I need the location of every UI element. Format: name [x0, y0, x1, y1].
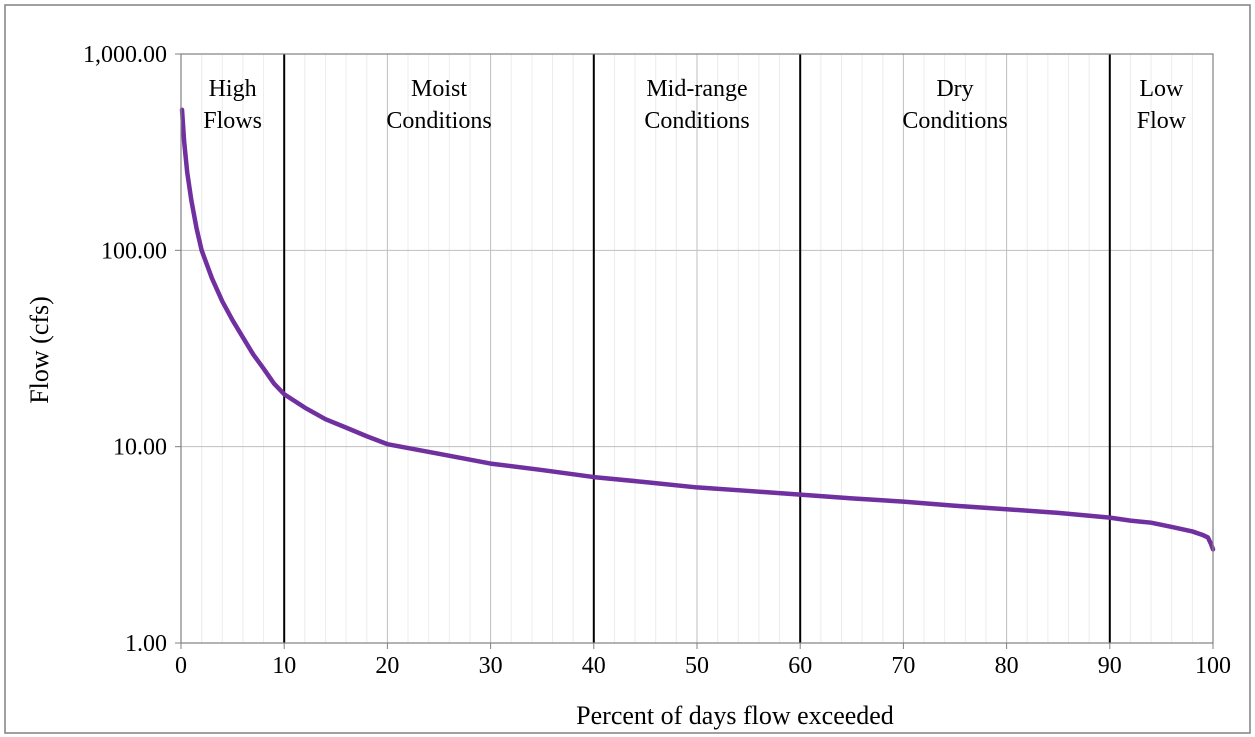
y-tick-label: 100.00: [101, 238, 167, 264]
x-tick-label: 90: [1098, 653, 1122, 679]
x-tick-label: 0: [175, 653, 187, 679]
zone-boundaries: [283, 54, 1111, 643]
x-tick-label: 80: [995, 653, 1019, 679]
zone-label: Conditions: [386, 108, 491, 134]
flow-duration-line: [179, 107, 1216, 552]
x-tick-label: 70: [891, 653, 915, 679]
y-tick-label: 10.00: [113, 435, 167, 461]
zone-label: Dry: [936, 76, 973, 102]
series: [179, 107, 1216, 552]
x-tick-label: 30: [479, 653, 503, 679]
y-tick-label: 1.00: [125, 631, 167, 657]
zone-label: Conditions: [644, 108, 749, 134]
x-tick-label: 10: [272, 653, 296, 679]
x-tick-label: 40: [582, 653, 606, 679]
x-tick-label: 60: [788, 653, 812, 679]
zone-label: Moist: [411, 76, 467, 102]
x-axis-title: Percent of days flow exceeded: [576, 701, 894, 730]
x-tick-label: 100: [1195, 653, 1231, 679]
zone-label: High: [209, 76, 257, 102]
axes: [175, 53, 1214, 649]
zone-label: Flows: [203, 108, 262, 134]
y-axis-title: Flow (cfs): [25, 296, 54, 404]
zone-label: Conditions: [902, 108, 1007, 134]
x-tick-label: 20: [375, 653, 399, 679]
x-tick-label: 50: [685, 653, 709, 679]
zone-label: Mid-range: [646, 76, 747, 102]
zone-label: Flow: [1137, 108, 1187, 134]
zone-label: Low: [1139, 76, 1184, 102]
y-tick-label: 1,000.00: [83, 42, 167, 68]
chart-outer-border: [4, 4, 1251, 734]
labels: 0 10 20 30 40 50 60 70 80 90 100 1.00 10.00 100.00 1,0…: [83, 42, 1231, 679]
